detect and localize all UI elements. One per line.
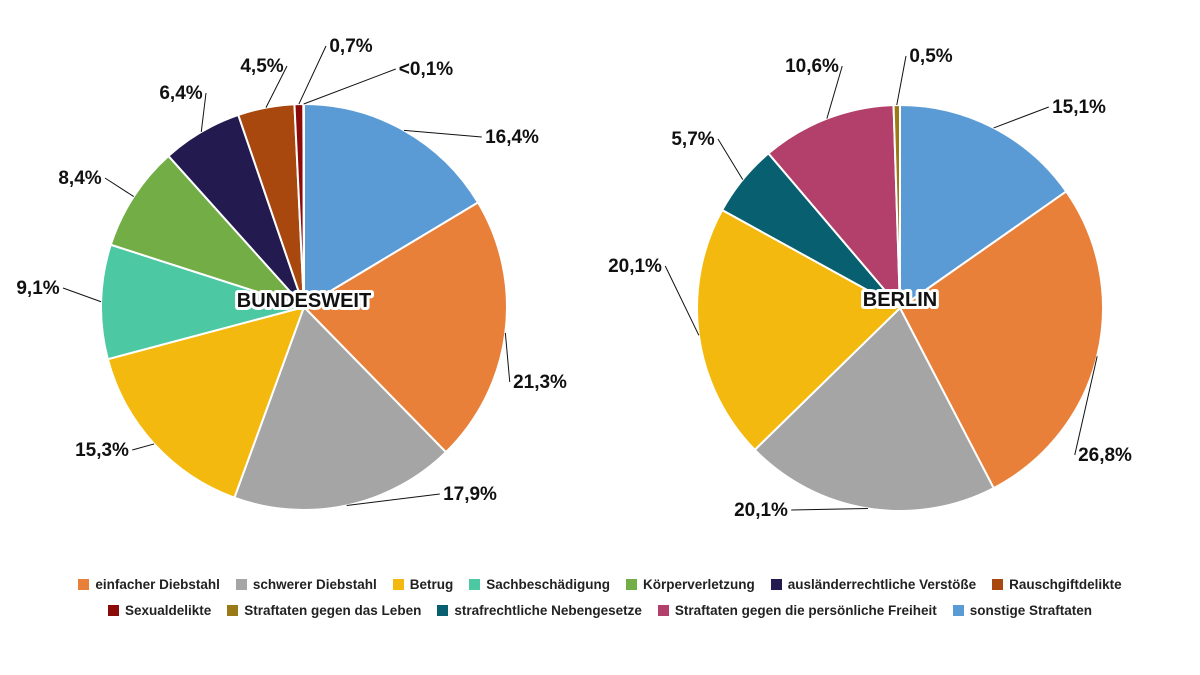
pie-slice-betrug: [106, 305, 306, 499]
leader-line: [303, 68, 396, 105]
legend-swatch: [235, 578, 247, 590]
data-label-koerperverletzung: 8,4%: [58, 168, 101, 189]
data-label-sonstige-straftaten: 16,4%: [485, 127, 539, 148]
legend-swatch: [437, 604, 449, 616]
pie-chart-berlin: 15,1% 26,8% 20,1% 20,1% 5,7% 10,6% 0,5% BERLIN: [608, 46, 1132, 521]
legend-swatch: [469, 578, 481, 590]
pie-slice-sonstige-straftaten: [303, 102, 480, 309]
legend-label: strafrechtliche Nebengesetze: [454, 602, 642, 618]
legend-swatch: [657, 604, 669, 616]
pie-charts: 16,4% 21,3% 17,9% 15,3% 9,1% 8,4% 6,4% 4,5% 0,7%…: [16, 36, 1132, 521]
legend-item-sexualdelikte: Sexualdelikte: [107, 602, 212, 618]
leader-line: [403, 129, 482, 138]
data-label-sexualdelikte: 0,7%: [329, 36, 372, 57]
legend-label: Betrug: [409, 576, 454, 592]
leader-line: [791, 507, 868, 511]
legend-swatch: [392, 578, 404, 590]
leader-line: [993, 106, 1049, 129]
pie-slice-betrug: [696, 208, 902, 452]
leader-line: [265, 65, 288, 108]
leader-line: [664, 265, 700, 336]
data-label-schwerer-diebstahl: 17,9%: [443, 484, 497, 505]
legend-swatch: [626, 578, 637, 590]
data-label-sonstige-straftaten: 15,1%: [1052, 97, 1106, 118]
chart-title: BERLIN: [863, 289, 937, 311]
data-label-einfacher-diebstahl: 26,8%: [1078, 445, 1132, 466]
chart-title: BUNDESWEIT: [237, 290, 371, 312]
data-label-strafrechtliche-nebengesetze: 5,7%: [671, 129, 714, 150]
legend-swatch: [992, 578, 1004, 590]
legend-label: Straftaten gegen das Leben: [244, 602, 422, 618]
legend-label: Sachbeschädigung: [486, 576, 610, 592]
legend-swatch: [227, 604, 239, 616]
leader-line: [62, 287, 102, 303]
leader-line: [104, 177, 134, 197]
legend-item-koerperverletzung: Körperverletzung: [626, 577, 755, 592]
legend-item-straftaten-gegen-die-persoenliche-freiheit: Straftaten gegen die persönliche Freihei…: [657, 602, 937, 618]
legend-label: Rauschgiftdelikte: [1009, 576, 1122, 592]
pie-slice-koerperverletzung: [109, 154, 308, 310]
legend-label: Körperverletzung: [643, 576, 755, 592]
data-label-auslaenderrechtliche-verstoesse: 6,4%: [159, 83, 202, 104]
legend-label: Straftaten gegen die persönliche Freihei…: [674, 602, 937, 618]
legend-swatch: [770, 578, 782, 590]
legend-swatch: [952, 604, 964, 616]
leader-line: [1074, 356, 1098, 456]
legend-swatch: [78, 578, 90, 590]
legend-item-straftaten-gegen-das-leben: Straftaten gegen das Leben: [227, 603, 421, 618]
leader-line: [346, 493, 440, 506]
legend-label: ausländerrechtliche Verstöße: [787, 576, 977, 592]
leader-line: [200, 92, 207, 132]
legend-item-sachbeschaedigung: Sachbeschädigung: [469, 577, 610, 592]
data-label-straftaten-gegen-die-persoenliche-freiheit: 10,6%: [785, 56, 839, 77]
legend-item-auslaenderrechtliche-verstoesse: ausländerrechtliche Verstöße: [770, 576, 977, 592]
data-label-betrug: 20,1%: [608, 256, 662, 277]
legend-item-sonstige-straftaten: sonstige Straftaten: [952, 602, 1092, 618]
pie-slice-sonstige-straftaten: [899, 103, 1068, 310]
data-label-einfacher-diebstahl: 21,3%: [513, 372, 567, 393]
leader-line: [896, 55, 907, 106]
legend-label: schwerer Diebstahl: [252, 576, 377, 592]
legend-label: einfacher Diebstahl: [95, 576, 220, 592]
pie-chart-bundesweit: 16,4% 21,3% 17,9% 15,3% 9,1% 8,4% 6,4% 4,5% 0,7%…: [16, 36, 567, 511]
legend-item-strafrechtliche-nebengesetze: strafrechtliche Nebengesetze: [437, 603, 642, 618]
leader-line: [504, 332, 511, 383]
legend-item-einfacher-diebstahl: einfacher Diebstahl: [78, 577, 220, 592]
pie-slice-einfacher-diebstahl: [898, 190, 1104, 490]
legend-item-rauschgiftdelikte: Rauschgiftdelikte: [992, 577, 1122, 592]
pie-slice-einfacher-diebstahl: [302, 201, 508, 454]
data-label-straftaten-gegen-das-leben: 0,5%: [909, 46, 952, 67]
leader-line: [826, 65, 843, 119]
legend-row: einfacher Diebstahl schwerer Diebstahl Bet…: [0, 572, 1200, 596]
leader-line: [132, 443, 155, 451]
legend-row: Sexualdelikte Straftaten gegen das Leben s…: [0, 598, 1200, 622]
pie-slice-straftaten-gegen-das-leben: [302, 102, 305, 308]
legend: einfacher Diebstahl schwerer Diebstahl Bet…: [0, 572, 1200, 624]
data-label-betrug: 15,3%: [75, 440, 129, 461]
legend-swatch: [107, 604, 119, 616]
data-label-straftaten-gegen-das-leben: <0,1%: [399, 59, 454, 80]
legend-item-betrug: Betrug: [392, 576, 454, 592]
legend-label: sonstige Straftaten: [969, 602, 1092, 618]
data-label-schwerer-diebstahl: 20,1%: [734, 500, 788, 521]
pie-slice-schwerer-diebstahl: [753, 306, 996, 512]
leader-line: [298, 45, 327, 105]
data-label-sachbeschaedigung: 9,1%: [16, 278, 59, 299]
legend-label: Sexualdelikte: [124, 602, 212, 618]
data-label-rauschgiftdelikte: 4,5%: [240, 56, 283, 77]
legend-item-schwerer-diebstahl: schwerer Diebstahl: [235, 576, 377, 592]
leader-line: [717, 138, 744, 180]
